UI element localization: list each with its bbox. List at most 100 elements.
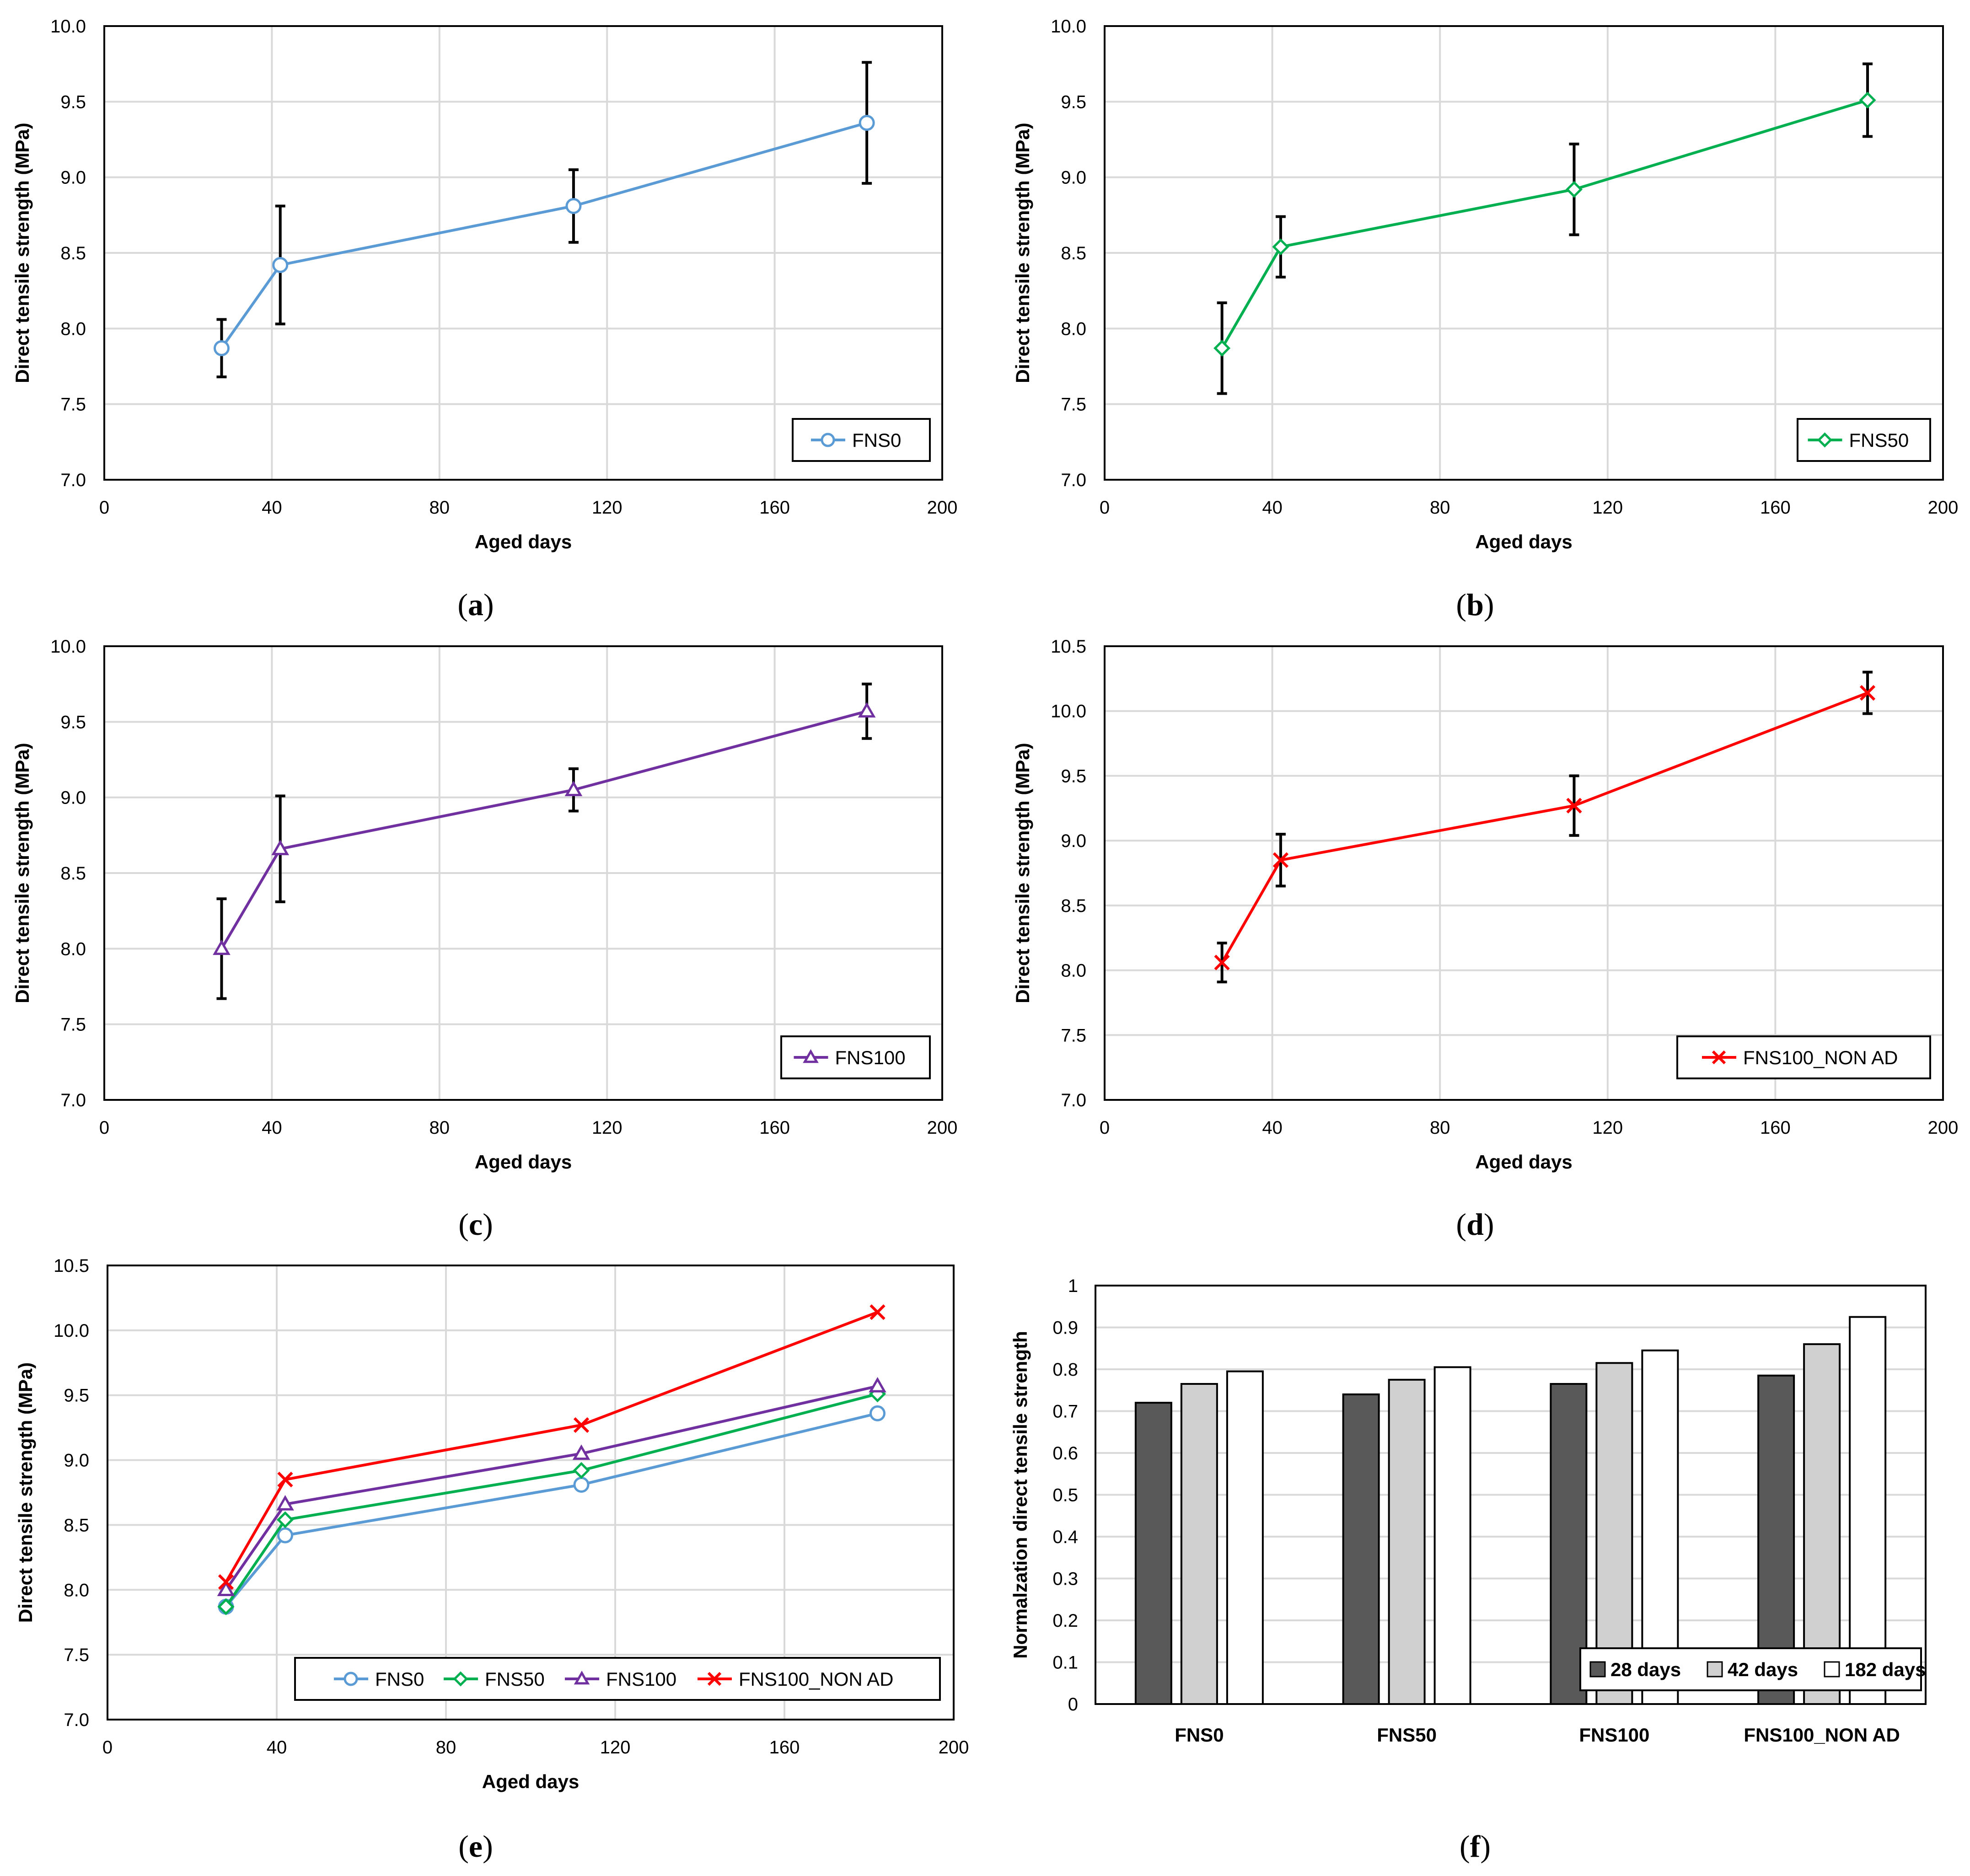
x-tick-label: 160 [1760, 1118, 1791, 1138]
y-tick-label: 8.0 [60, 319, 86, 339]
bar-42-days [1595, 1362, 1633, 1705]
y-tick-label: 7.0 [1061, 1090, 1086, 1110]
series-line [225, 1384, 878, 1591]
x-tick-label: 0 [99, 1118, 109, 1138]
x-tick-label: 80 [436, 1737, 456, 1758]
category-label: FNS100_NON AD [1744, 1724, 1900, 1746]
legend: FNS0 FNS50 FNS100 FNS100_NON AD [294, 1657, 941, 1701]
data-point-marker [573, 1476, 590, 1493]
y-tick-label: 10.0 [1051, 16, 1086, 37]
panel-f: 0 0.1 0.2 0.3 0.4 0.5 0.6 0.7 0.8 0.9 1 FNS0 FNS50 FN… [1009, 1276, 1927, 1864]
series-fns50 [217, 1385, 886, 1615]
series-line [220, 121, 867, 349]
data-point-marker [271, 840, 290, 855]
y-axis-title: Direct tensile strength (MPa) [11, 743, 33, 1003]
data-point-marker [564, 781, 583, 796]
x-tick-label: 200 [1928, 1118, 1959, 1138]
y-tick-label: 0.4 [1052, 1527, 1078, 1547]
x-tick-label: 40 [267, 1737, 287, 1758]
x-axis-title: Aged days [1475, 1151, 1572, 1173]
series-line [225, 1412, 878, 1608]
panel-b: 0 40 80 120 160 200 7.0 7.5 8.0 8.5 9.0 9.5 10.0 Aged… [1012, 16, 1958, 622]
x-tick-label: 0 [1100, 1118, 1110, 1138]
y-tick-label: 7.5 [60, 395, 86, 415]
x-tick-label: 40 [1262, 1118, 1283, 1138]
y-tick-label: 8.5 [1061, 896, 1086, 916]
bar-182-days [1226, 1370, 1264, 1705]
x-axis-title: Aged days [1475, 531, 1572, 552]
panel-caption: (e) [458, 1829, 493, 1864]
panel-d: 0 40 80 120 160 200 7.0 7.5 8.0 8.5 9.0 9.5 10.0 10.5… [1012, 637, 1958, 1242]
x-tick-label: 0 [102, 1737, 113, 1758]
category-label: FNS0 [1175, 1724, 1224, 1746]
data-point-marker [217, 1598, 235, 1615]
data-point-marker [1272, 238, 1289, 256]
data-point-marker [217, 1581, 235, 1597]
series-line [1221, 99, 1868, 349]
legend-marker [707, 1672, 722, 1686]
data-point-marker [1859, 685, 1876, 701]
x-tick-label: 200 [939, 1737, 969, 1758]
plot-frame [1095, 1285, 1927, 1705]
y-tick-label: 10.0 [1051, 702, 1086, 722]
legend-marker [574, 1670, 590, 1685]
y-tick-label: 8.5 [64, 1515, 89, 1535]
legend-label: 42 days [1728, 1659, 1798, 1680]
x-tick-label: 120 [1592, 1118, 1623, 1138]
plot-frame [1104, 25, 1944, 481]
y-tick-label: 0.3 [1052, 1569, 1078, 1589]
data-point-marker [858, 702, 876, 718]
series-fns100 [217, 1377, 886, 1597]
legend-label: FNS0 [852, 429, 901, 451]
legend: FNS50 [1797, 418, 1931, 462]
legend-box [792, 418, 931, 462]
legend-marker [453, 1671, 468, 1687]
legend-marker [1817, 432, 1833, 448]
x-tick-label: 40 [1262, 498, 1283, 518]
y-tick-label: 9.0 [64, 1451, 89, 1471]
y-tick-label: 0.9 [1052, 1318, 1078, 1338]
legend-label: FNS100_NON AD [739, 1668, 893, 1690]
series-fns100 [213, 682, 876, 1000]
panel-e: 0 40 80 120 160 200 7.0 7.5 8.0 8.5 9.0 9.5 10.0 10.5… [15, 1256, 969, 1864]
x-axis-title: Aged days [482, 1771, 579, 1792]
legend-label: FNS0 [375, 1668, 424, 1690]
legend-label: FNS50 [485, 1668, 545, 1690]
data-point-marker [869, 1377, 886, 1393]
panel-caption: (c) [458, 1207, 493, 1242]
legend-marker [821, 433, 835, 447]
data-point-marker [272, 257, 289, 273]
data-point-marker [565, 198, 582, 214]
x-tick-label: 80 [429, 1118, 450, 1138]
series-line [220, 710, 867, 949]
x-tick-label: 40 [262, 498, 282, 518]
y-tick-label: 0.6 [1052, 1443, 1078, 1463]
y-tick-label: 10.5 [54, 1256, 89, 1276]
y-tick-label: 8.0 [1061, 961, 1086, 981]
panel-caption: (d) [1456, 1207, 1494, 1242]
x-tick-label: 160 [769, 1737, 800, 1758]
x-tick-label: 120 [1592, 498, 1623, 518]
y-tick-label: 7.5 [60, 1015, 86, 1035]
category-label: FNS100 [1579, 1724, 1649, 1746]
bar-182-days [1641, 1349, 1679, 1705]
x-tick-label: 120 [592, 1118, 623, 1138]
y-tick-label: 7.0 [64, 1710, 89, 1730]
y-tick-label: 9.5 [1061, 92, 1086, 112]
legend-swatch [1589, 1661, 1606, 1678]
x-axis-title: Aged days [475, 1151, 572, 1173]
legend: FNS100 [780, 1035, 931, 1079]
x-tick-label: 160 [759, 498, 790, 518]
panel-caption: (b) [1456, 587, 1494, 622]
legend-box [1579, 1647, 1922, 1691]
y-tick-label: 8.0 [1061, 319, 1086, 339]
y-tick-label: 0.2 [1052, 1611, 1078, 1631]
x-tick-label: 0 [99, 498, 109, 518]
y-tick-label: 10.0 [54, 1321, 89, 1341]
legend-label: 182 days [1845, 1659, 1926, 1680]
legend: FNS100_NON AD [1676, 1035, 1931, 1079]
y-tick-label: 0.7 [1052, 1402, 1078, 1422]
x-tick-label: 80 [429, 498, 450, 518]
bar-28-days [1134, 1402, 1172, 1705]
y-tick-label: 0.5 [1052, 1485, 1078, 1506]
